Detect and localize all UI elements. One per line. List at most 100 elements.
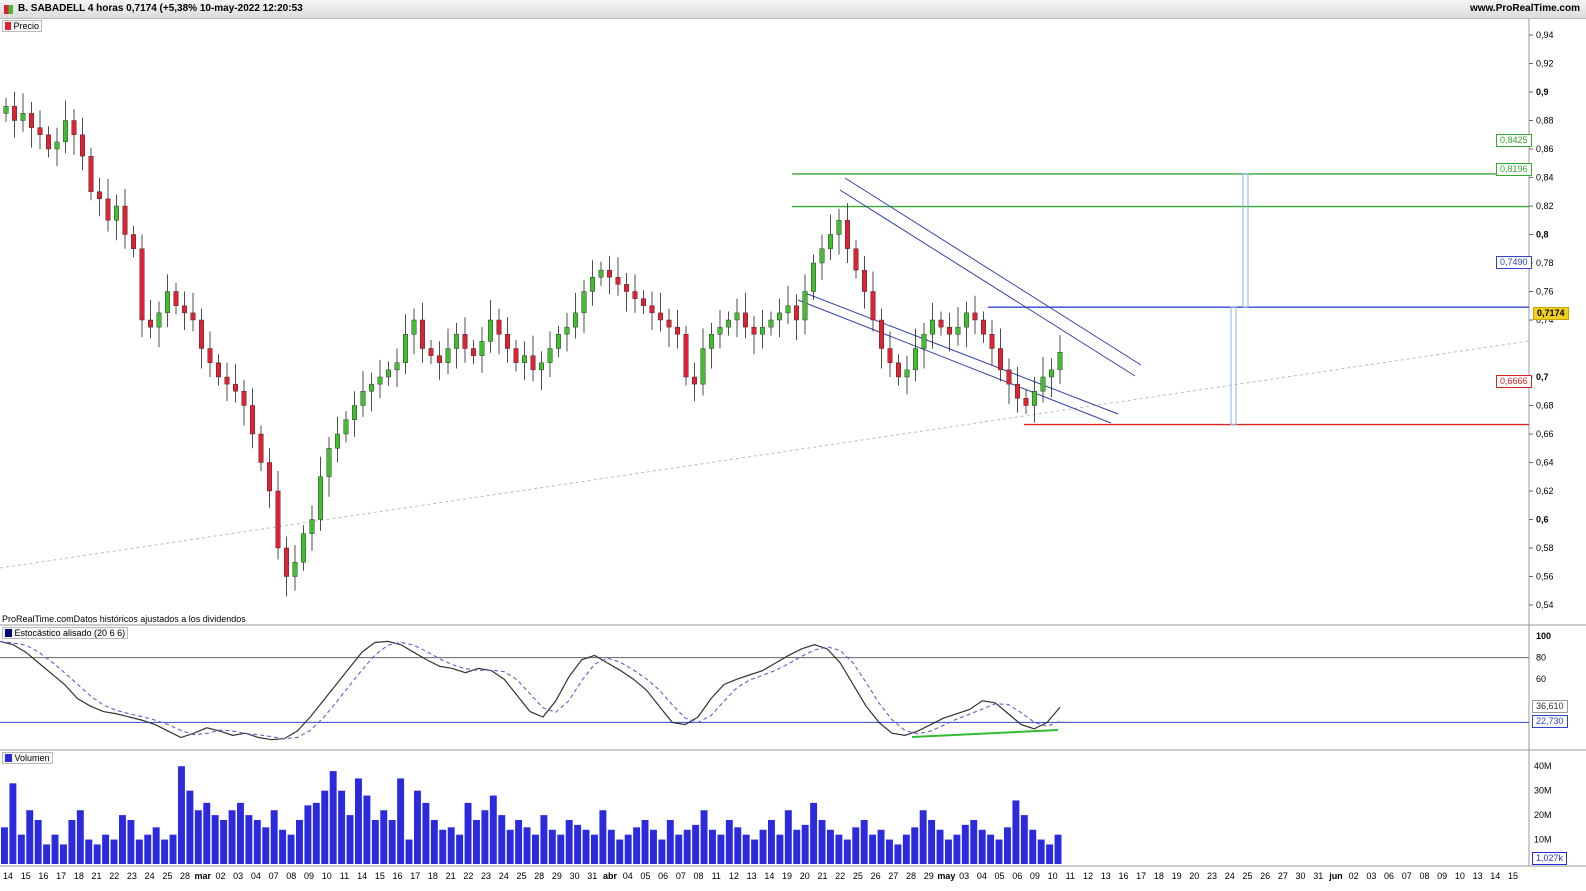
x-tick-label: 05 [995,871,1005,881]
volume-bar [119,815,126,864]
candle-body [513,348,519,363]
candle-body [632,291,638,299]
candle-body [675,326,681,335]
volume-bar [60,844,67,864]
x-tick-label: 11 [1066,871,1075,881]
volume-bar [709,829,716,864]
x-tick-label: 14 [357,871,367,881]
candle-body [96,191,102,200]
volume-bar [616,839,624,864]
x-tick-label: 10 [322,871,332,881]
candle-body [207,348,213,363]
x-tick-label: 31 [1313,871,1323,881]
price-panel-label[interactable]: Precio [2,20,43,32]
price-tick-label: 0,64 [1536,458,1554,468]
x-tick-label: 08 [286,871,296,881]
candle-body [437,355,443,363]
volume-bar [456,834,464,864]
candle-body [989,334,995,349]
site-link[interactable]: www.ProRealTime.com [1469,3,1580,14]
candle-body [190,312,196,321]
x-tick-label: 05 [640,871,650,881]
candle-body [471,348,477,356]
volume-bar [296,820,303,864]
x-tick-label: 16 [1118,871,1128,881]
x-tick-label: 02 [1349,871,1359,881]
x-tick-label: 28 [906,871,916,881]
candle-body [343,419,349,435]
x-tick-label: 10 [1048,871,1058,881]
volume-bar [287,834,295,864]
volume-bar [186,790,194,864]
x-tick-label: 30 [570,871,580,881]
volume-bar [430,820,438,864]
candle-body [88,155,94,192]
trendline-long [0,340,1530,569]
candle-body [445,348,451,363]
candle-body [1040,376,1046,392]
candle-body [3,106,9,114]
x-tick-label: 25 [1242,871,1252,881]
volume-bar [978,829,986,864]
candle-body [462,334,468,349]
candle-body [224,376,230,385]
candle-body [181,305,187,314]
x-tick-label: 03 [233,871,243,881]
candle-body [853,248,859,271]
price-tick-label: 0,66 [1536,429,1554,439]
volume-bar [439,829,447,864]
x-tick-label: mar [195,871,212,881]
volume-color-swatch [5,754,12,762]
candle-body [887,348,893,363]
stoch-signal-value: 22,730 [1532,715,1568,728]
volume-bar [557,834,565,864]
candle-body [420,319,426,349]
volume-bar [1020,815,1028,864]
price-tick-label: 0,6 [1536,515,1549,525]
stoch-tick-label: 100 [1536,631,1551,641]
volume-bar [102,834,110,864]
volume-bar [262,827,270,864]
volume-bar [827,829,834,864]
candle-body [615,277,621,285]
x-tick-label: 25 [162,871,172,881]
volume-bar [321,790,329,864]
candle-body [666,319,672,328]
price-tick-label: 0,7 [1536,372,1549,382]
x-tick-label: 04 [251,871,261,881]
candle-body [794,305,800,321]
volume-bar [220,820,228,864]
candle-body [734,312,740,321]
x-tick-label: 18 [74,871,84,881]
volume-bar [633,827,641,864]
volume-tick-label: 10M [1534,835,1552,845]
candle-body [530,355,536,371]
candle-body [777,312,783,321]
stoch-panel-label[interactable]: Estocástico alisado (20 6 6) [2,627,129,639]
volume-bar [877,829,885,864]
volume-bar [624,834,632,864]
candle-body [921,334,927,349]
candle-body [904,369,910,378]
wedge-line [844,177,1142,366]
candle-body [386,369,392,378]
candle-body [46,134,52,150]
x-tick-label: 11 [340,871,349,881]
current-price-label: 0,7174 [1533,307,1569,320]
x-tick-label: abr [603,871,618,881]
candle-body [275,490,281,549]
candle-body [1023,398,1029,406]
candle-body [505,334,511,349]
wedge-line [797,299,1112,424]
x-tick-label: 14 [1490,871,1500,881]
volume-bar [818,820,826,864]
volume-bar [270,810,278,864]
candle-body [369,383,375,392]
candle-body [1015,383,1021,399]
x-tick-label: 29 [924,871,934,881]
volume-panel-label[interactable]: Volumen [2,752,53,764]
x-tick-label: 20 [1189,871,1199,881]
x-tick-label: 15 [375,871,385,881]
candle-body [556,334,562,349]
